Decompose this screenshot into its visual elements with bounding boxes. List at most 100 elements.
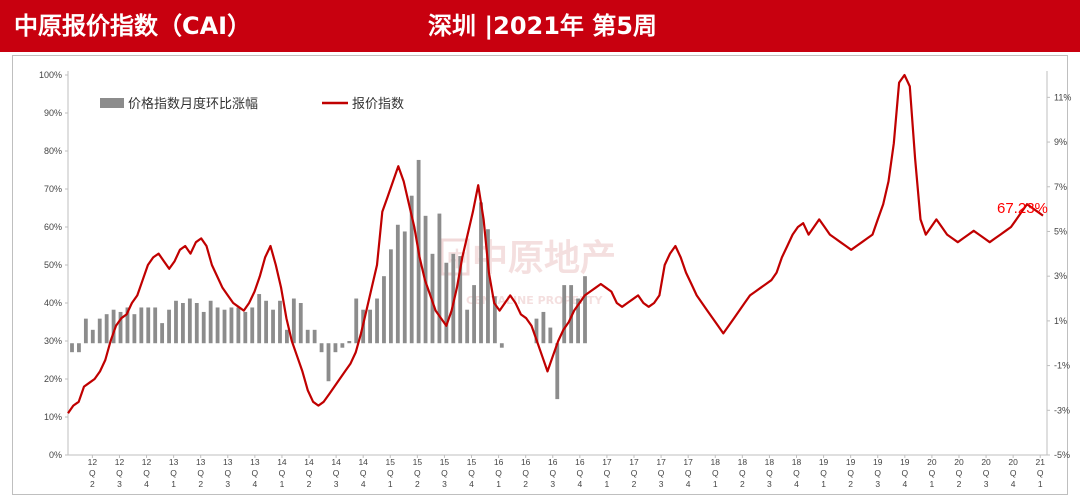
x-tick-label: 14 xyxy=(277,457,287,467)
x-tick-label: 19 xyxy=(873,457,883,467)
x-tick-label: 2 xyxy=(523,479,528,489)
right-tick-label: 1% xyxy=(1054,316,1067,326)
x-tick-label: 15 xyxy=(386,457,396,467)
x-tick-label: 4 xyxy=(144,479,149,489)
bar xyxy=(541,311,546,344)
x-tick-label: Q xyxy=(224,468,231,478)
bar-series xyxy=(70,159,587,400)
x-tick-label: 14 xyxy=(331,457,341,467)
x-tick-label: 16 xyxy=(494,457,504,467)
left-tick-label: 100% xyxy=(39,70,62,80)
x-tick-label: 19 xyxy=(846,457,856,467)
x-tick-label: Q xyxy=(522,468,529,478)
bar xyxy=(534,318,539,344)
bar xyxy=(187,298,192,344)
left-tick-label: 50% xyxy=(44,260,62,270)
x-tick-label: 1 xyxy=(388,479,393,489)
bar xyxy=(236,307,241,344)
bar xyxy=(395,224,400,344)
x-tick-label: Q xyxy=(658,468,665,478)
x-tick-label: 20 xyxy=(1008,457,1018,467)
x-tick-label: Q xyxy=(739,468,746,478)
left-tick-label: 90% xyxy=(44,108,62,118)
bar xyxy=(104,314,109,344)
x-tick-label: Q xyxy=(956,468,963,478)
right-tick-label: 3% xyxy=(1054,271,1067,281)
x-tick-label: 20 xyxy=(954,457,964,467)
x-tick-label: 12 xyxy=(88,457,98,467)
bar xyxy=(139,307,144,344)
x-tick-label: Q xyxy=(1037,468,1044,478)
x-tick-label: Q xyxy=(252,468,259,478)
watermark-subtext: CENTALINE PROPERTY xyxy=(466,294,604,307)
bar xyxy=(208,300,213,344)
x-tick-label: Q xyxy=(929,468,936,478)
x-tick-label: 1 xyxy=(930,479,935,489)
bar xyxy=(402,231,407,344)
x-tick-label: Q xyxy=(495,468,502,478)
x-tick-label: Q xyxy=(549,468,556,478)
x-tick-label: 2 xyxy=(90,479,95,489)
x-tick-label: 2 xyxy=(198,479,203,489)
bar xyxy=(194,303,199,344)
bar xyxy=(167,309,171,344)
bar xyxy=(284,329,289,344)
bar xyxy=(492,296,497,344)
x-tick-label: Q xyxy=(441,468,448,478)
left-tick-label: 60% xyxy=(44,222,62,232)
legend-bar-label: 价格指数月度环比涨幅 xyxy=(128,96,258,112)
chart-frame xyxy=(12,55,1068,495)
watermark: 中 中原地产 CENTALINE PROPERTY xyxy=(440,238,616,307)
x-tick-label: 2 xyxy=(848,479,853,489)
x-tick-label: Q xyxy=(197,468,204,478)
bar xyxy=(271,309,275,344)
left-tick-label: 10% xyxy=(44,412,62,422)
x-tick-label: 2 xyxy=(632,479,637,489)
x-tick-label: 1 xyxy=(605,479,610,489)
left-tick-label: 30% xyxy=(44,336,62,346)
x-tick-label: 1 xyxy=(496,479,501,489)
right-tick-label: 5% xyxy=(1054,226,1067,236)
x-tick-label: 1 xyxy=(280,479,285,489)
x-tick-label: 17 xyxy=(602,457,612,467)
bar xyxy=(465,309,470,344)
x-tick-label: 3 xyxy=(225,479,230,489)
bar xyxy=(486,229,490,344)
bar xyxy=(174,300,178,344)
x-tick-label: 4 xyxy=(469,479,474,489)
bar xyxy=(181,303,185,344)
x-tick-label: 4 xyxy=(794,479,799,489)
x-tick-label: 21 xyxy=(1035,457,1045,467)
x-tick-label: 4 xyxy=(686,479,691,489)
bar xyxy=(90,329,95,344)
bar xyxy=(264,300,269,344)
right-tick-label: -3% xyxy=(1054,405,1070,415)
x-tick-label: Q xyxy=(902,468,909,478)
bar xyxy=(118,311,123,344)
x-tick-label: 16 xyxy=(521,457,531,467)
right-tick-label: 11% xyxy=(1054,92,1071,102)
bar xyxy=(305,329,310,344)
x-tick-label: Q xyxy=(820,468,827,478)
x-tick-label: 3 xyxy=(334,479,339,489)
x-tick-label: 20 xyxy=(981,457,991,467)
last-value-annotation: 67.23% xyxy=(997,200,1048,217)
x-tick-label: Q xyxy=(360,468,367,478)
bar xyxy=(382,276,386,344)
bar xyxy=(160,323,165,344)
x-tick-label: 15 xyxy=(440,457,450,467)
x-tick-label: 4 xyxy=(577,479,582,489)
x-tick-label: 1 xyxy=(713,479,718,489)
x-tick-label: 16 xyxy=(575,457,585,467)
bar xyxy=(83,318,88,344)
x-tick-label: Q xyxy=(874,468,881,478)
x-tick-label: 3 xyxy=(659,479,664,489)
x-tick-label: Q xyxy=(604,468,611,478)
x-tick-label: 18 xyxy=(765,457,775,467)
bar xyxy=(437,213,442,344)
x-tick-label: 17 xyxy=(629,457,639,467)
x-tick-label: Q xyxy=(170,468,177,478)
left-tick-label: 70% xyxy=(44,184,62,194)
bar xyxy=(576,298,580,344)
x-tick-label: Q xyxy=(793,468,800,478)
